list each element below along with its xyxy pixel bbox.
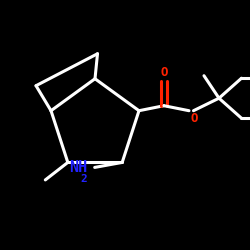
Text: 2: 2 [80,174,87,184]
Text: O: O [160,66,168,80]
Text: O: O [190,112,198,125]
Text: NH: NH [69,160,87,175]
